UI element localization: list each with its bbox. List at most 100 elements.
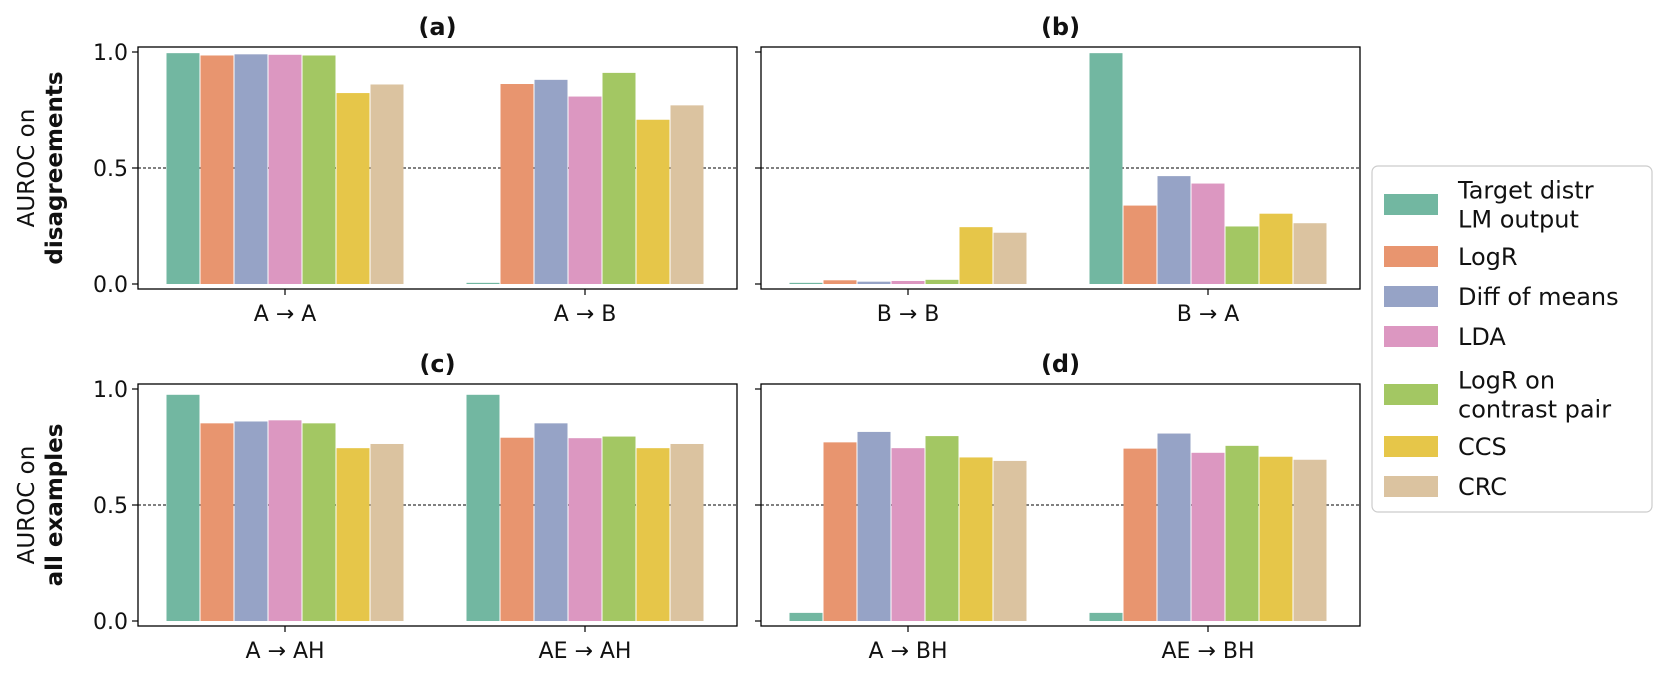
bar-lda [1191, 183, 1225, 284]
y-axis-label: AUROC on [14, 446, 40, 565]
bar-logr-on-contrast-pair [302, 423, 336, 621]
x-tick-label: AE → BH [1161, 639, 1254, 664]
legend-label: LM output [1458, 206, 1579, 234]
bar-target-distr-lm-output [789, 612, 823, 621]
bar-diff-of-means [857, 431, 891, 621]
bar-diff-of-means [234, 54, 268, 284]
bar-crc [1293, 223, 1327, 284]
bar-logr-on-contrast-pair [1225, 226, 1259, 284]
y-axis-label: AUROC on [14, 109, 40, 228]
bar-ccs [1259, 213, 1293, 284]
legend-label: LogR [1458, 243, 1518, 271]
y-axis-label-bold: disagreements [42, 71, 68, 264]
bar-lda [568, 96, 602, 284]
bar-diff-of-means [534, 423, 568, 621]
panel-title: (d) [1041, 350, 1080, 378]
legend-label: LDA [1458, 323, 1506, 351]
panel-2: (b) B → B B → A [755, 13, 1361, 327]
legend-swatch [1384, 476, 1438, 497]
plot-frame [137, 46, 738, 290]
bar-lda [1191, 452, 1225, 621]
bar-diff-of-means [1157, 433, 1191, 621]
bar-ccs [336, 448, 370, 621]
bar-logr-on-contrast-pair [602, 436, 636, 621]
y-tick-label: 1.0 [93, 378, 128, 403]
plot-frame [760, 383, 1361, 627]
bar-crc [993, 232, 1027, 284]
legend-box [1371, 165, 1653, 513]
bar-lda [268, 420, 302, 621]
legend-swatch [1384, 194, 1438, 215]
legend-label: Diff of means [1458, 283, 1619, 311]
legend-label: LogR on [1458, 367, 1555, 395]
y-tick-label: 0.0 [93, 273, 128, 298]
y-tick-label: 0.5 [93, 157, 128, 182]
plot-frame [760, 46, 1361, 290]
bar-logr-on-contrast-pair [1225, 445, 1259, 621]
bar-diff-of-means [534, 79, 568, 284]
bar-logr [823, 442, 857, 621]
bar-logr-on-contrast-pair [925, 279, 959, 284]
x-tick-label: A → A [254, 302, 317, 327]
bar-ccs [959, 227, 993, 284]
bar-target-distr-lm-output [1089, 53, 1123, 284]
bar-crc [370, 443, 404, 621]
legend-entry: CRC [1384, 473, 1507, 501]
bar-logr [500, 84, 534, 285]
bar-crc [993, 460, 1027, 621]
bar-logr [200, 55, 234, 285]
bar-ccs [336, 93, 370, 285]
panel-title: (c) [419, 350, 455, 378]
bar-crc [670, 105, 704, 284]
bar-logr [500, 437, 534, 621]
bar-crc [1293, 459, 1327, 621]
bar-logr [823, 280, 857, 284]
bar-lda [891, 448, 925, 621]
y-tick-label: 0.5 [93, 494, 128, 519]
legend-label: CRC [1458, 473, 1507, 501]
bar-ccs [636, 119, 670, 284]
bar-ccs [636, 448, 670, 621]
bar-logr-on-contrast-pair [602, 72, 636, 284]
legend-swatch [1384, 436, 1438, 457]
panel-3: (c) A → AH AE → AH 0.0 0.5 1.0 AUROC on all exa… [14, 350, 738, 664]
x-tick-label: A → AH [245, 639, 324, 664]
legend-label: CCS [1458, 433, 1507, 461]
bar-ccs [959, 457, 993, 621]
x-tick-label: A → B [554, 302, 617, 327]
x-tick-label: A → BH [868, 639, 947, 664]
bar-ccs [1259, 456, 1293, 621]
bar-target-distr-lm-output [466, 282, 500, 284]
panel-title: (b) [1041, 13, 1080, 41]
y-tick-label: 1.0 [93, 41, 128, 66]
x-tick-label: AE → AH [539, 639, 632, 664]
bar-diff-of-means [1157, 176, 1191, 284]
bar-target-distr-lm-output [466, 394, 500, 621]
bar-logr [1123, 205, 1157, 284]
bar-lda [891, 280, 925, 284]
bar-logr [200, 423, 234, 621]
x-tick-label: B → B [877, 302, 940, 327]
x-tick-label: B → A [1177, 302, 1240, 327]
bar-target-distr-lm-output [166, 394, 200, 621]
y-axis-label-bold: all examples [42, 424, 68, 587]
y-tick-label: 0.0 [93, 610, 128, 635]
legend-swatch [1384, 286, 1438, 307]
panel-1: (a) A → A A → B 0.0 0.5 1.0 AUROC on disagreeme… [14, 13, 738, 327]
legend-label: Target distr [1457, 177, 1594, 205]
plot-frame [137, 383, 738, 627]
panel-4: (d) A → BH AE → BH [755, 350, 1361, 664]
bar-crc [670, 443, 704, 621]
legend-label: contrast pair [1458, 396, 1611, 424]
bar-target-distr-lm-output [789, 282, 823, 284]
legend-swatch [1384, 246, 1438, 267]
legend-entry: CCS [1384, 433, 1507, 461]
legend-swatch [1384, 326, 1438, 347]
legend-swatch [1384, 384, 1438, 405]
bar-diff-of-means [857, 281, 891, 284]
legend-entry: LogR [1384, 243, 1518, 271]
